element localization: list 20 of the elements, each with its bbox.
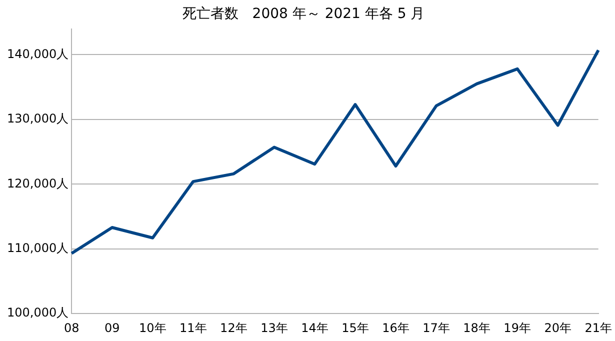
x-tick-label: 08 — [64, 320, 80, 335]
x-tick-label: 10年 — [139, 320, 166, 335]
x-tick-label: 09 — [104, 320, 120, 335]
x-tick-label: 14年 — [301, 320, 328, 335]
x-tick-label: 18年 — [463, 320, 490, 335]
chart-title: 死亡者数 2008 年～ 2021 年各 5 月 — [182, 6, 425, 22]
y-tick-label: 130,000人 — [7, 112, 69, 126]
y-tick-label: 120,000人 — [7, 176, 69, 190]
x-tick-label: 12年 — [220, 320, 248, 335]
x-tick-label: 16年 — [382, 320, 410, 335]
y-tick-label: 110,000人 — [7, 241, 69, 255]
x-tick-label: 21年 — [584, 320, 612, 335]
y-tick-label: 140,000人 — [7, 46, 69, 61]
x-tick-label: 11年 — [180, 320, 207, 335]
x-tick-label: 13年 — [260, 320, 288, 335]
x-tick-label: 17年 — [422, 320, 450, 335]
y-tick-label: 100,000人 — [7, 306, 69, 320]
x-tick-label: 15年 — [342, 320, 369, 335]
x-tick-label: 19年 — [504, 320, 531, 335]
x-tick-label: 20年 — [544, 320, 572, 335]
